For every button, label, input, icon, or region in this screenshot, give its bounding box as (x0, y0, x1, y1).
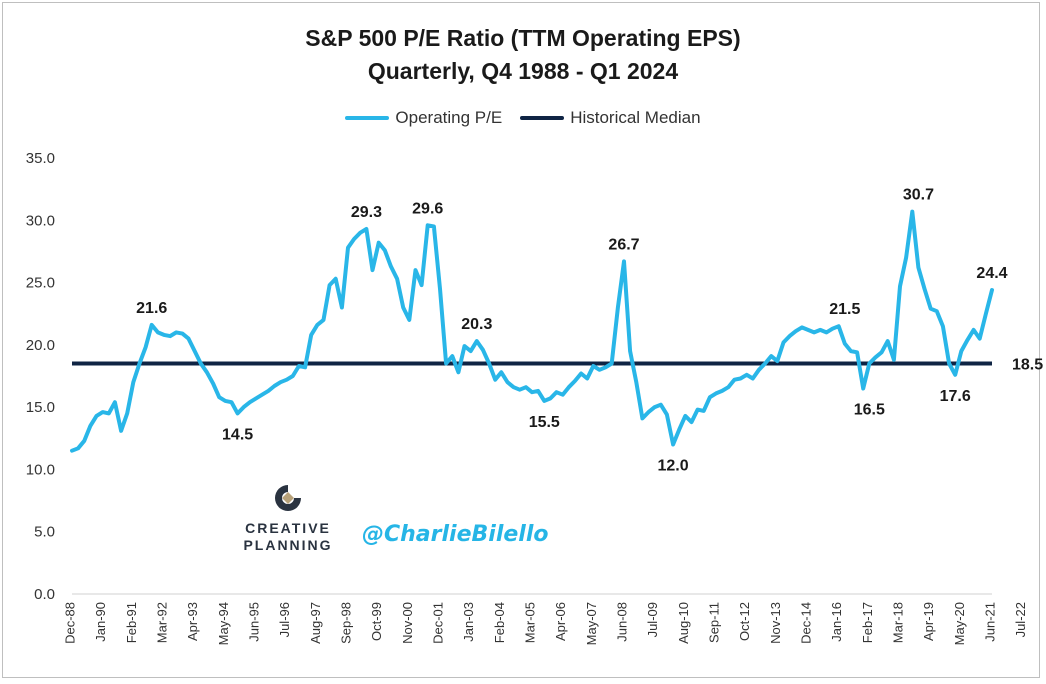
data-label: 29.6 (412, 200, 443, 217)
chart-subtitle: Quarterly, Q4 1988 - Q1 2024 (367, 58, 679, 84)
x-tick-label: May-07 (584, 602, 599, 645)
data-label: 30.7 (903, 187, 934, 204)
data-label: 20.3 (461, 316, 492, 333)
data-label: 12.0 (657, 458, 688, 475)
legend-item-historical-median: Historical Median (520, 108, 701, 128)
legend-swatch-operating-pe (345, 116, 390, 120)
data-label: 14.5 (222, 426, 253, 443)
legend-label-historical-median: Historical Median (570, 108, 701, 127)
x-tick-label: Jun-95 (247, 602, 262, 642)
x-tick-label: Aug-23 (1044, 602, 1046, 644)
x-tick-label: Dec-88 (63, 602, 78, 644)
y-tick-label: 30.0 (26, 212, 55, 229)
x-tick-label: Nov-13 (768, 602, 783, 644)
y-tick-label: 25.0 (26, 275, 55, 292)
data-label: 24.4 (976, 265, 1007, 282)
data-label: 17.6 (940, 388, 971, 405)
x-tick-label: Jul-96 (277, 602, 292, 637)
company-name-line1: CREATIVE (245, 520, 331, 536)
company-name: CREATIVE PLANNING (238, 520, 338, 554)
x-tick-label: Jan-03 (461, 602, 476, 642)
y-tick-label: 10.0 (26, 461, 55, 478)
branding: CREATIVE PLANNING @CharlieBilello (238, 484, 548, 564)
company-name-line2: PLANNING (243, 537, 333, 553)
chart-title-block: S&P 500 P/E Ratio (TTM Operating EPS) Qu… (0, 22, 1046, 88)
data-label: 15.5 (529, 414, 560, 431)
x-tick-label: Jan-16 (829, 602, 844, 642)
x-tick-label: Apr-93 (185, 602, 200, 641)
x-tick-label: Mar-05 (523, 602, 538, 643)
data-label: 26.7 (608, 236, 639, 253)
x-tick-label: May-94 (216, 602, 231, 645)
x-tick-label: Dec-01 (431, 602, 446, 644)
data-label: 21.5 (829, 301, 860, 318)
y-tick-label: 35.0 (26, 150, 55, 167)
x-tick-label: Jul-09 (645, 602, 660, 637)
data-label: 18.5 (1012, 357, 1043, 374)
x-tick-label: Sep-98 (339, 602, 354, 644)
x-tick-label: Feb-17 (860, 602, 875, 643)
x-tick-label: Jan-90 (93, 602, 108, 642)
x-tick-label: Jun-08 (615, 602, 630, 642)
x-tick-label: Jul-22 (1013, 602, 1028, 637)
creative-planning-logo-icon (275, 485, 301, 511)
legend-swatch-historical-median (520, 116, 565, 120)
x-tick-label: Oct-12 (737, 602, 752, 641)
x-tick-label: Feb-04 (492, 602, 507, 643)
x-tick-label: Jun-21 (983, 602, 998, 642)
series-layer (70, 209, 994, 453)
chart-title: S&P 500 P/E Ratio (TTM Operating EPS) (305, 25, 741, 51)
operating-pe-line (70, 209, 994, 453)
x-tick-label: Aug-10 (676, 602, 691, 644)
x-tick-label: Apr-19 (921, 602, 936, 641)
x-tick-label: Feb-91 (124, 602, 139, 643)
data-label: 16.5 (854, 401, 885, 418)
x-tick-label: Sep-11 (707, 602, 722, 643)
axis-layer: 0.0 5.0 10.0 15.0 20.0 25.0 30.0 35.0 Dec-88 Jan-… (26, 150, 1046, 645)
y-tick-label: 0.0 (34, 586, 55, 603)
x-tick-label: Nov-00 (400, 602, 415, 644)
x-tick-label: Dec-14 (799, 602, 814, 644)
chart-legend: Operating P/E Historical Median (0, 108, 1046, 128)
y-tick-label: 15.0 (26, 399, 55, 416)
x-tick-label: Aug-97 (308, 602, 323, 644)
data-label: 29.3 (351, 204, 382, 221)
x-tick-label: Oct-99 (369, 602, 384, 641)
annotation-layer: 21.6 14.5 29.3 29.6 20.3 15.5 26.7 12.0 21.5 16.5… (136, 187, 1043, 475)
y-tick-label: 20.0 (26, 337, 55, 354)
x-tick-label: Mar-92 (155, 602, 170, 643)
legend-item-operating-pe: Operating P/E (345, 108, 502, 128)
data-label: 21.6 (136, 300, 167, 317)
x-tick-label: May-20 (952, 602, 967, 645)
y-tick-label: 5.0 (34, 524, 55, 541)
author-handle: @CharlieBilello (362, 522, 549, 547)
x-tick-label: Mar-18 (891, 602, 906, 643)
x-tick-label: Apr-06 (553, 602, 568, 641)
legend-label-operating-pe: Operating P/E (395, 108, 503, 127)
